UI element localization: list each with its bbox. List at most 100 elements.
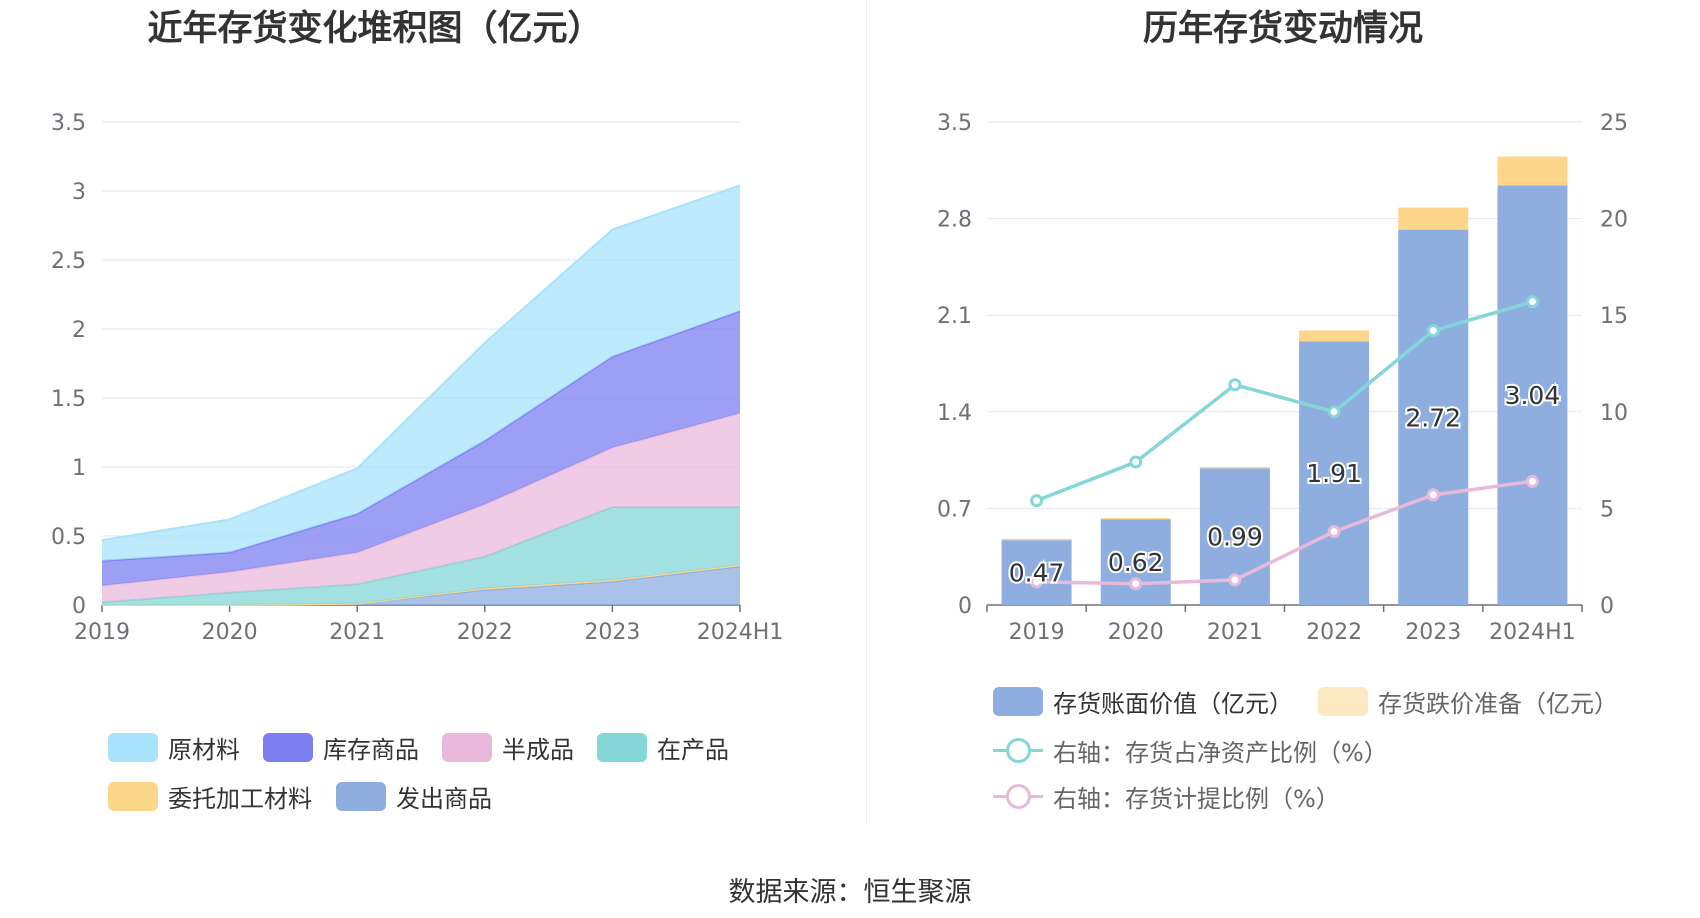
line-series-0 — [1035, 299, 1533, 503]
legend-label: 存货跌价准备（亿元） — [1378, 690, 1618, 718]
bar-reserve — [1001, 538, 1072, 541]
right-y2-tick-label: 20 — [1600, 208, 1628, 233]
line-point-1 — [1228, 573, 1242, 587]
right-y-tick-label: 1.4 — [937, 401, 972, 426]
left-y-tick-label: 1 — [72, 456, 86, 481]
bar-book-value — [1398, 229, 1469, 605]
legend-item-outsourced[interactable]: 委托加工材料 — [108, 779, 312, 814]
right-y2-tick-label: 25 — [1600, 111, 1628, 136]
bar-book-value — [1299, 341, 1370, 605]
right-x-tick-label: 2019 — [1009, 620, 1065, 645]
legend-item-stock-goods[interactable]: 库存商品 — [263, 730, 419, 765]
left-x-tick-label: 2024H1 — [697, 620, 784, 645]
data-source-note: 数据来源：恒生聚源 — [728, 877, 972, 908]
area-series-line-5 — [101, 184, 741, 542]
legend-item-semi-finished[interactable]: 半成品 — [442, 730, 574, 765]
area-series-2 — [102, 507, 740, 605]
left-y-tick-label: 3.5 — [51, 111, 86, 136]
legend-marker — [1006, 738, 1031, 763]
bar-book-value — [1001, 540, 1072, 605]
legend-marker — [1006, 784, 1031, 809]
area-series-5 — [102, 185, 740, 561]
right-y-tick-label: 0 — [958, 594, 972, 619]
line-point-0 — [1327, 405, 1341, 419]
right-x-tick-label: 2020 — [1108, 620, 1164, 645]
legend-swatch — [336, 782, 386, 811]
right-y-tick-label: 0.7 — [937, 497, 972, 522]
bar-reserve — [1100, 518, 1171, 520]
legend-label: 委托加工材料 — [168, 785, 312, 813]
bar-value-label: 1.91 — [1306, 459, 1362, 488]
right-y2-tick-label: 10 — [1600, 401, 1628, 426]
right-y-tick-label: 2.1 — [937, 304, 972, 329]
area-series-0 — [102, 566, 740, 605]
legend-swatch — [993, 687, 1043, 716]
right-x-tick-label: 2021 — [1207, 620, 1263, 645]
left-y-tick-label: 0.5 — [51, 525, 86, 550]
legend-label: 半成品 — [502, 736, 574, 764]
line-point-1 — [1129, 577, 1143, 591]
legend-swatch — [263, 733, 313, 762]
left-x-tick-label: 2020 — [202, 620, 258, 645]
left-chart-title: 近年存货变化堆积图（亿元） — [147, 9, 603, 49]
left-y-tick-label: 1.5 — [51, 387, 86, 412]
legend-swatch — [597, 733, 647, 762]
legend-label: 原材料 — [168, 736, 240, 764]
legend-item-impairment-reserve[interactable]: 存货跌价准备（亿元） — [1318, 684, 1618, 719]
bar-book-value — [1497, 185, 1568, 606]
legend-label: 右轴：存货计提比例（%） — [1053, 785, 1340, 813]
bar-reserve — [1199, 467, 1270, 469]
right-y-tick-label: 3.5 — [937, 111, 972, 136]
legend-item-in-production[interactable]: 在产品 — [597, 730, 729, 765]
line-point-1 — [1327, 525, 1341, 539]
legend-swatch — [442, 733, 492, 762]
line-point-0 — [1030, 494, 1044, 508]
bar-reserve — [1398, 207, 1469, 230]
legend-swatch — [108, 782, 158, 811]
right-x-tick-label: 2024H1 — [1489, 620, 1576, 645]
legend-line-swatch — [993, 782, 1043, 811]
line-point-1 — [1525, 474, 1539, 488]
right-chart-title: 历年存货变动情况 — [1142, 9, 1423, 49]
bar-value-label: 3.04 — [1505, 381, 1561, 410]
right-y2-tick-label: 0 — [1600, 594, 1614, 619]
legend-item-raw-materials[interactable]: 原材料 — [108, 730, 240, 765]
left-x-tick-label: 2022 — [457, 620, 513, 645]
left-y-tick-label: 0 — [72, 594, 86, 619]
line-point-1 — [1030, 575, 1044, 589]
legend-item-shipped[interactable]: 发出商品 — [336, 779, 492, 814]
area-series-4 — [102, 311, 740, 586]
legend-swatch — [1318, 687, 1368, 716]
line-point-0 — [1525, 295, 1539, 309]
panel-divider — [866, 0, 867, 825]
right-y2-tick-label: 15 — [1600, 304, 1628, 329]
right-y-tick-label: 2.8 — [937, 208, 972, 233]
right-x-tick-label: 2023 — [1405, 620, 1461, 645]
area-series-3 — [102, 413, 740, 603]
line-point-0 — [1129, 455, 1143, 469]
legend-label: 库存商品 — [323, 736, 419, 764]
bar-reserve — [1299, 330, 1370, 342]
legend-item-net-asset-ratio[interactable]: 右轴：存货占净资产比例（%） — [993, 733, 1388, 768]
left-x-tick-label: 2023 — [584, 620, 640, 645]
bar-book-value — [1100, 519, 1171, 605]
legend-label: 发出商品 — [396, 785, 492, 813]
line-point-0 — [1228, 378, 1242, 392]
bar-value-label: 0.47 — [1009, 559, 1065, 588]
legend-swatch — [108, 733, 158, 762]
legend-item-provision-ratio[interactable]: 右轴：存货计提比例（%） — [993, 779, 1340, 814]
left-y-tick-label: 3 — [72, 180, 86, 205]
line-series-1 — [1036, 479, 1533, 586]
left-y-tick-label: 2 — [72, 318, 86, 343]
left-x-tick-label: 2021 — [329, 620, 385, 645]
right-x-tick-label: 2022 — [1306, 620, 1362, 645]
left-y-tick-label: 2.5 — [51, 249, 86, 274]
right-y2-tick-label: 5 — [1600, 497, 1614, 522]
legend-label: 在产品 — [657, 736, 729, 764]
legend-item-book-value[interactable]: 存货账面价值（亿元） — [993, 684, 1293, 719]
bar-value-label: 2.72 — [1405, 403, 1461, 432]
legend-label: 右轴：存货占净资产比例（%） — [1053, 739, 1388, 767]
line-point-1 — [1426, 488, 1440, 502]
left-x-tick-label: 2019 — [74, 620, 130, 645]
